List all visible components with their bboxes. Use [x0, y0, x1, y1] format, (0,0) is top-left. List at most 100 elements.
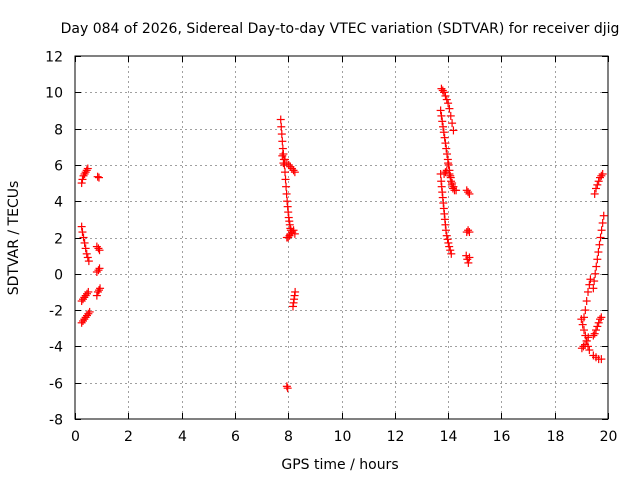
y-tick-label: 6 — [54, 159, 63, 175]
data-point — [444, 99, 453, 108]
data-point — [448, 119, 457, 128]
data-point — [446, 246, 455, 255]
data-point — [448, 179, 457, 188]
data-point — [440, 133, 449, 142]
x-tick-label: 0 — [71, 429, 80, 445]
data-point — [464, 188, 473, 197]
data-point — [584, 333, 593, 342]
data-points — [77, 84, 608, 393]
data-point — [592, 262, 601, 271]
data-point — [464, 258, 473, 267]
grid-lines — [75, 56, 608, 419]
data-point — [78, 228, 87, 237]
data-point — [441, 168, 450, 177]
x-tick-label: 8 — [284, 429, 293, 445]
data-point — [82, 166, 91, 175]
data-point — [441, 139, 450, 148]
data-point — [83, 253, 92, 262]
data-point — [281, 168, 290, 177]
data-point — [581, 306, 590, 315]
data-point — [278, 137, 287, 146]
data-point — [597, 313, 606, 322]
x-tick-label: 6 — [231, 429, 240, 445]
y-tick-label: 0 — [54, 268, 63, 284]
data-point — [584, 287, 593, 296]
data-point — [94, 244, 103, 253]
data-point — [449, 182, 458, 191]
data-point — [85, 307, 94, 316]
data-point — [93, 287, 102, 296]
data-point — [93, 172, 102, 181]
data-point — [465, 253, 474, 262]
data-point — [439, 122, 448, 131]
data-point — [282, 159, 291, 168]
data-point — [586, 275, 595, 284]
data-point — [441, 91, 450, 100]
data-point — [77, 179, 86, 188]
data-point — [92, 291, 101, 300]
data-point — [438, 117, 447, 126]
data-point — [442, 144, 451, 153]
data-point — [596, 315, 605, 324]
x-tick-label: 18 — [547, 429, 565, 445]
x-tick-label: 2 — [124, 429, 133, 445]
y-axis-label: SDTVAR / TECUs — [6, 181, 22, 296]
data-point — [440, 88, 449, 97]
data-point — [80, 238, 89, 247]
x-tick-label: 4 — [178, 429, 187, 445]
data-point — [96, 284, 105, 293]
data-point — [464, 226, 473, 235]
data-point — [289, 226, 298, 235]
data-point — [597, 355, 606, 364]
y-tick-label: -2 — [49, 304, 63, 320]
data-point — [582, 297, 591, 306]
data-point — [442, 95, 451, 104]
data-point — [283, 384, 292, 393]
x-tick-label: 10 — [334, 429, 352, 445]
data-point — [290, 168, 299, 177]
y-tick-label: 10 — [45, 86, 63, 102]
data-point — [449, 126, 458, 135]
x-tick-label: 16 — [493, 429, 511, 445]
x-axis-label: GPS time / hours — [281, 457, 398, 473]
data-point — [84, 257, 93, 266]
data-point — [77, 222, 86, 231]
data-point — [590, 189, 599, 198]
data-point — [581, 340, 590, 349]
data-point — [282, 189, 291, 198]
data-point — [447, 249, 456, 258]
data-point — [438, 86, 447, 95]
data-point — [282, 382, 291, 391]
data-point — [437, 111, 446, 120]
data-point — [592, 326, 601, 335]
data-point — [277, 122, 286, 131]
data-point — [95, 264, 104, 273]
data-point — [595, 240, 604, 249]
data-point — [444, 238, 453, 247]
y-tick-label: 8 — [54, 123, 63, 139]
data-point — [95, 246, 104, 255]
data-point — [81, 244, 90, 253]
data-point — [585, 280, 594, 289]
data-point — [290, 229, 299, 238]
data-point — [445, 242, 454, 251]
data-point — [445, 104, 454, 113]
data-point — [291, 287, 300, 296]
data-point — [585, 346, 594, 355]
data-point — [441, 226, 450, 235]
data-point — [593, 255, 602, 264]
data-point — [599, 211, 608, 220]
data-point — [594, 177, 603, 186]
y-tick-label: -6 — [49, 377, 63, 393]
y-tick-label: -4 — [49, 340, 63, 356]
data-point — [82, 289, 91, 298]
data-point — [598, 169, 607, 178]
y-tick-label: 2 — [54, 232, 63, 248]
data-point — [84, 287, 93, 296]
data-point — [82, 249, 91, 258]
data-point — [84, 309, 93, 318]
data-point — [580, 326, 589, 335]
data-point — [445, 169, 454, 178]
data-point — [465, 189, 474, 198]
data-point — [446, 111, 455, 120]
